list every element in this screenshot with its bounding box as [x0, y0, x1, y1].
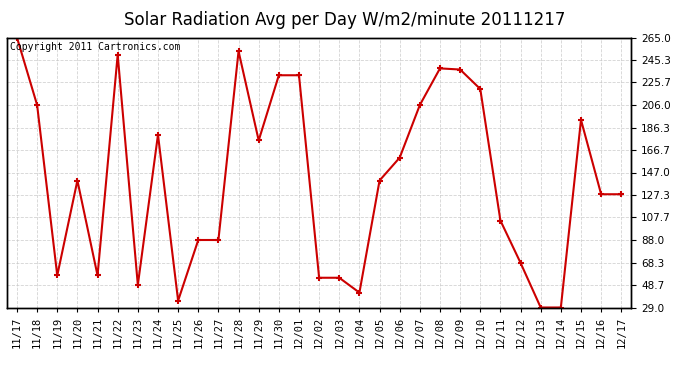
Text: Copyright 2011 Cartronics.com: Copyright 2011 Cartronics.com	[10, 42, 180, 51]
Text: Solar Radiation Avg per Day W/m2/minute 20111217: Solar Radiation Avg per Day W/m2/minute …	[124, 11, 566, 29]
